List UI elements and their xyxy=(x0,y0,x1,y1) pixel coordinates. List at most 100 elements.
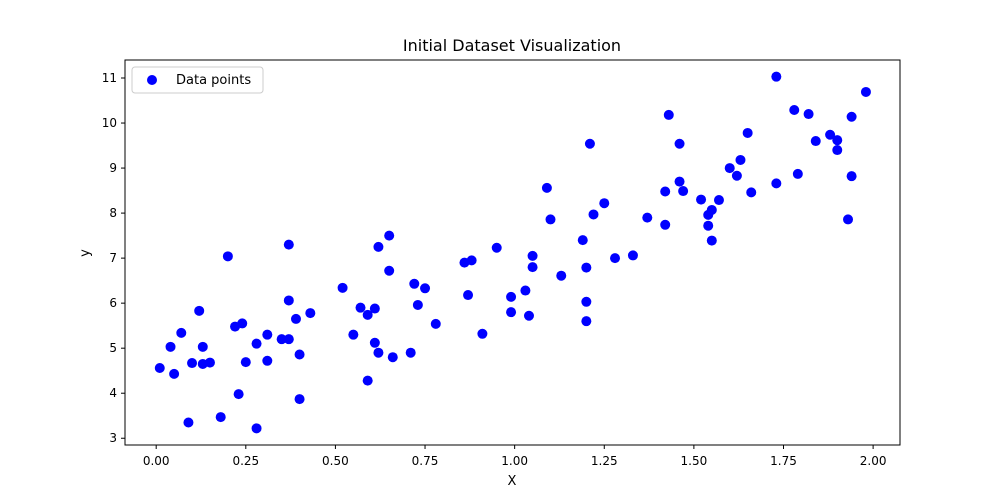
plot-area-frame xyxy=(124,59,901,446)
data-point xyxy=(674,138,685,149)
x-tick-label: 0.25 xyxy=(232,454,259,468)
data-point xyxy=(584,138,595,149)
data-point xyxy=(520,285,531,296)
legend-box xyxy=(131,66,264,94)
data-point xyxy=(491,242,502,253)
data-point xyxy=(810,136,821,147)
data-point xyxy=(355,302,366,313)
data-point xyxy=(251,423,262,434)
data-point xyxy=(706,235,717,246)
data-point xyxy=(165,341,176,352)
data-point xyxy=(369,303,380,314)
data-point xyxy=(283,334,294,345)
data-point xyxy=(373,241,384,252)
x-axis-ticks: 0.00 0.25 0.50 0.75 1.00 1.25 1.50 1.75 2.00 xyxy=(143,445,886,468)
data-point xyxy=(240,357,251,368)
data-point xyxy=(843,214,854,225)
data-point xyxy=(660,219,671,230)
data-point xyxy=(860,86,871,97)
data-point xyxy=(792,168,803,179)
data-point xyxy=(663,109,674,120)
y-tick-label: 7 xyxy=(109,251,117,265)
y-tick-label: 5 xyxy=(109,341,117,355)
data-point xyxy=(599,198,610,209)
y-axis-label: y xyxy=(78,249,93,257)
data-point xyxy=(696,194,707,205)
y-axis-ticks: 3 4 5 6 7 8 9 10 11 xyxy=(102,71,125,445)
data-point xyxy=(477,328,488,339)
x-tick-label: 1.50 xyxy=(681,454,708,468)
data-point xyxy=(678,186,689,197)
data-point xyxy=(771,178,782,189)
data-point xyxy=(660,186,671,197)
data-point xyxy=(197,341,208,352)
data-point xyxy=(724,163,735,174)
y-tick-label: 10 xyxy=(102,116,117,130)
y-tick-label: 6 xyxy=(109,296,117,310)
y-tick-label: 3 xyxy=(109,431,117,445)
data-point xyxy=(305,308,316,319)
data-point xyxy=(262,329,273,340)
x-tick-label: 1.25 xyxy=(591,454,618,468)
data-point xyxy=(409,278,420,289)
data-point xyxy=(706,204,717,215)
x-tick-label: 1.00 xyxy=(501,454,528,468)
data-point xyxy=(581,296,592,307)
legend-label: Data points xyxy=(176,73,251,88)
data-point xyxy=(577,235,588,246)
data-point xyxy=(420,283,431,294)
data-point xyxy=(703,220,714,231)
data-point xyxy=(222,251,233,262)
data-point xyxy=(541,182,552,193)
data-point xyxy=(506,291,517,302)
data-point xyxy=(276,334,287,345)
data-point xyxy=(262,355,273,366)
data-point xyxy=(674,176,685,187)
data-point xyxy=(194,305,205,316)
data-point xyxy=(610,253,621,264)
data-point xyxy=(463,290,474,301)
y-tick-label: 8 xyxy=(109,206,117,220)
data-point xyxy=(283,295,294,306)
data-point xyxy=(283,239,294,250)
data-point xyxy=(506,307,517,318)
data-point xyxy=(789,104,800,115)
data-point xyxy=(369,337,380,348)
data-point xyxy=(294,349,305,360)
data-point xyxy=(387,352,398,363)
x-tick-label: 1.75 xyxy=(770,454,797,468)
data-point xyxy=(771,71,782,82)
legend-marker xyxy=(147,75,157,85)
data-point xyxy=(384,265,395,276)
data-point xyxy=(527,250,538,261)
data-point xyxy=(337,282,348,293)
data-point xyxy=(581,262,592,273)
data-point xyxy=(627,250,638,261)
y-tick-label: 9 xyxy=(109,161,117,175)
data-point xyxy=(642,212,653,223)
data-point xyxy=(154,363,165,373)
data-points-layer xyxy=(154,71,871,434)
data-point xyxy=(290,313,301,324)
data-point xyxy=(742,127,753,138)
data-point xyxy=(384,230,395,241)
data-point xyxy=(348,329,359,340)
data-point xyxy=(466,255,477,266)
data-point xyxy=(204,357,215,368)
data-point xyxy=(373,347,384,358)
data-point xyxy=(294,394,305,405)
data-point xyxy=(523,310,534,321)
data-point xyxy=(430,318,441,329)
y-tick-label: 11 xyxy=(102,71,117,85)
legend: Data points xyxy=(131,66,264,94)
data-point xyxy=(581,316,592,327)
data-point xyxy=(412,299,423,310)
data-point xyxy=(588,209,599,220)
data-point xyxy=(825,129,836,140)
data-point xyxy=(832,145,843,156)
data-point xyxy=(803,109,814,120)
data-point xyxy=(527,262,538,273)
data-point xyxy=(362,309,373,320)
data-point xyxy=(251,338,262,349)
